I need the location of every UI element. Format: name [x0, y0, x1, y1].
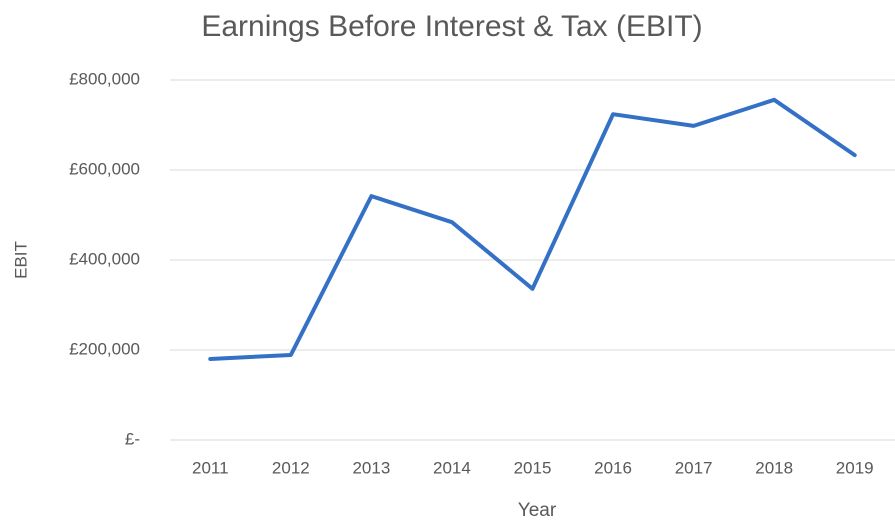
- data-line: [208, 97, 857, 361]
- x-tick-label: 2014: [433, 458, 471, 477]
- x-tick-label: 2011: [192, 458, 229, 477]
- x-tick-label: 2016: [594, 458, 632, 477]
- x-tick-label: 2017: [675, 458, 713, 477]
- x-tick-label: 2013: [352, 458, 390, 477]
- y-tick-label: £600,000: [69, 159, 140, 178]
- y-axis-title: EBIT: [11, 241, 30, 279]
- y-tick-label: £400,000: [69, 249, 140, 268]
- x-tick-label: 2015: [514, 458, 552, 477]
- x-axis-title: Year: [518, 500, 557, 521]
- y-tick-label: £200,000: [69, 339, 140, 358]
- x-tick-label: 2019: [836, 458, 874, 477]
- x-tick-label: 2018: [755, 458, 793, 477]
- chart-title: Earnings Before Interest & Tax (EBIT): [201, 10, 702, 43]
- y-tick-label: £800,000: [69, 69, 140, 88]
- x-tick-label: 2012: [272, 458, 310, 477]
- y-tick-label: £-: [125, 429, 140, 448]
